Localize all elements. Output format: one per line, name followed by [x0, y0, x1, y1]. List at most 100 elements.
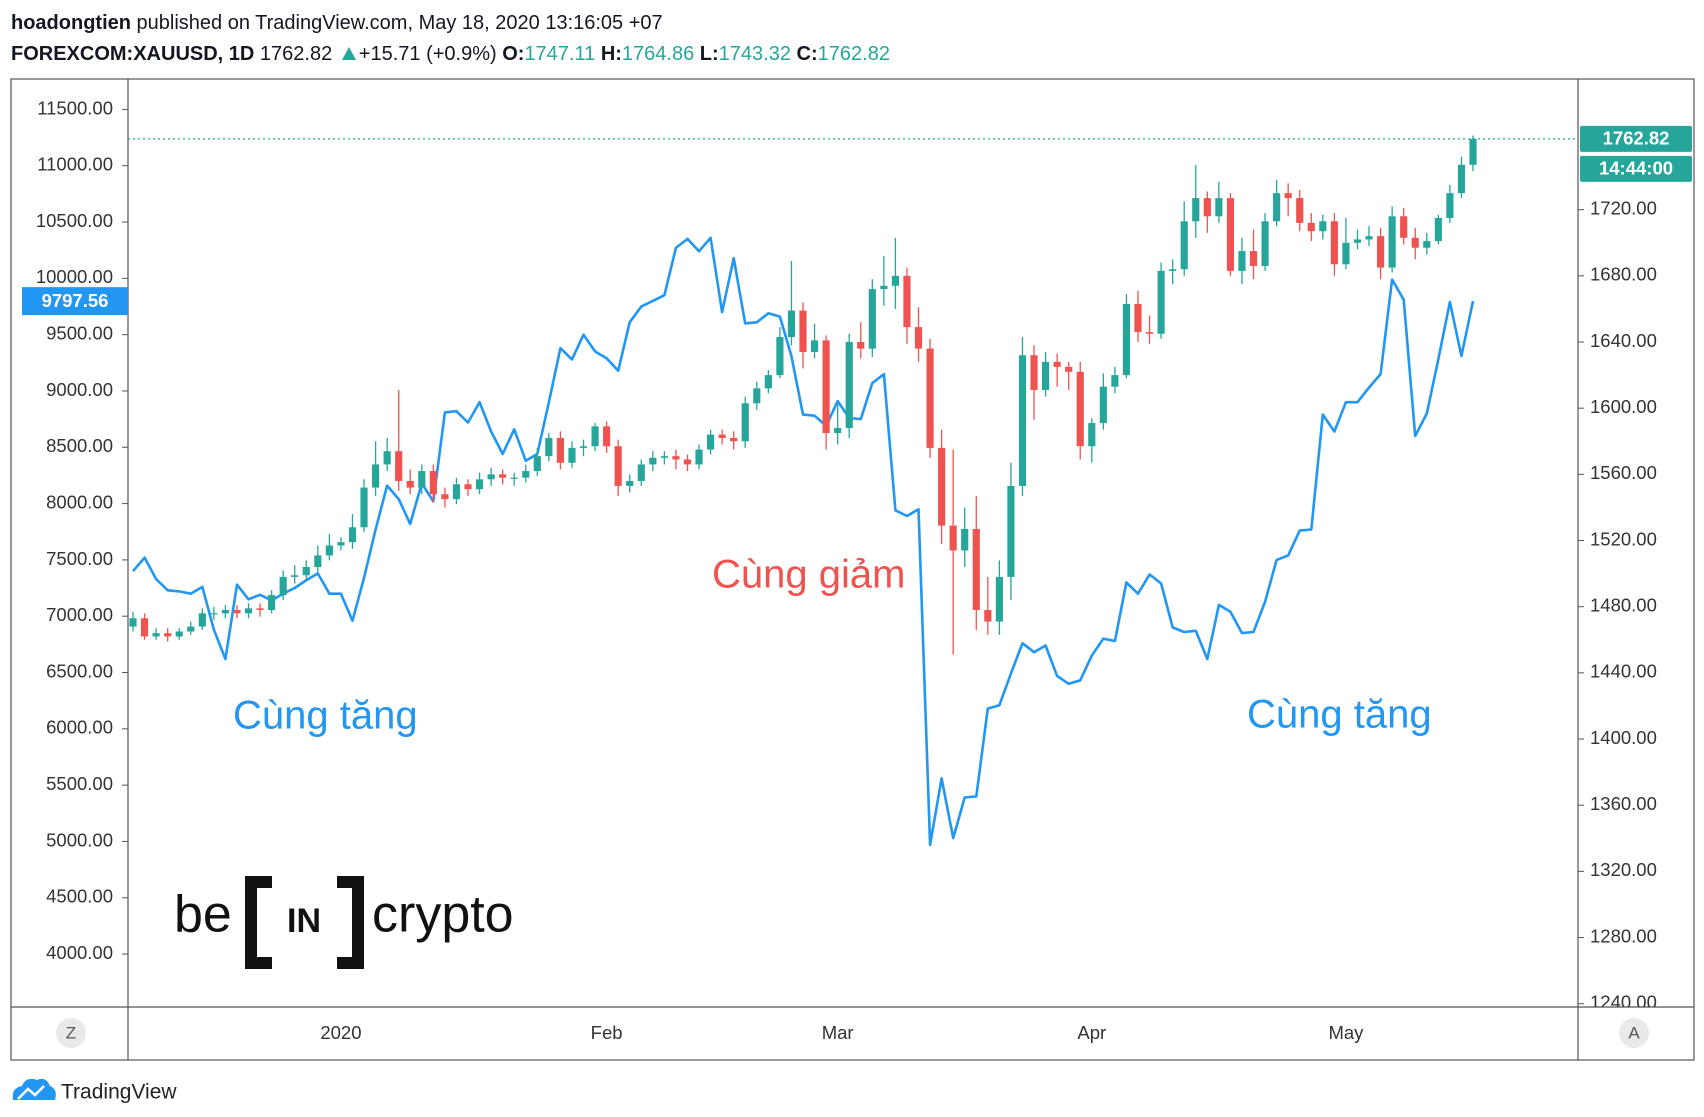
candle-body — [475, 479, 484, 490]
candle-body — [152, 633, 160, 637]
candle-body — [418, 471, 426, 488]
axes: 4000.00 4500.00 5000.00 5500.00 6000.00 6500.… — [22, 97, 1692, 1043]
candle-body — [464, 484, 472, 490]
candle-body — [753, 388, 761, 404]
candle-body — [1088, 423, 1096, 447]
candle-body — [360, 487, 368, 528]
candle-body — [1330, 221, 1338, 265]
annotation: Cùng tăng — [233, 694, 418, 738]
x-tick-label: Mar — [822, 1022, 854, 1043]
button-label[interactable]: A — [1628, 1023, 1640, 1042]
candle-body — [1457, 164, 1466, 194]
y-tick-label: 9500.00 — [46, 323, 113, 344]
y2-tick-label: 1320.00 — [1590, 859, 1657, 880]
y2-tick-label: 1280.00 — [1590, 925, 1657, 946]
candle-body — [1180, 221, 1188, 270]
candle-body — [1203, 198, 1211, 217]
candle-body — [949, 525, 957, 551]
author: hoadongtien — [11, 12, 131, 34]
candle-body — [1411, 237, 1419, 248]
y-tick-label: 4500.00 — [46, 886, 113, 907]
candle-body — [1111, 375, 1119, 387]
y-tick-label: 8000.00 — [46, 491, 113, 512]
candle-body — [510, 477, 518, 479]
candle-body — [452, 484, 461, 500]
x-tick-label: May — [1328, 1022, 1364, 1043]
candle-body — [545, 437, 553, 457]
candle-body — [707, 434, 715, 450]
y2-tick-label: 1520.00 — [1590, 528, 1657, 549]
button-bg[interactable] — [56, 1018, 86, 1048]
brand-name: TradingView — [61, 1081, 177, 1104]
y-tick-label: 9000.00 — [46, 379, 113, 400]
ohlc-value: 1743.32 — [718, 43, 791, 65]
x-tick-label: Feb — [591, 1022, 623, 1043]
candle-body — [1053, 361, 1061, 367]
candle-body — [903, 275, 911, 328]
brand-icon — [17, 1085, 45, 1100]
candle-body — [1469, 138, 1477, 165]
candle-body — [256, 608, 264, 610]
button-label[interactable]: Z — [66, 1023, 76, 1042]
candle-body — [1249, 251, 1258, 266]
candle-body — [695, 449, 703, 465]
countdown-label: 14:44:00 — [1599, 158, 1673, 179]
candle-body — [487, 474, 495, 480]
y-tick-label: 7000.00 — [46, 604, 113, 625]
last-value-box — [22, 287, 128, 316]
y2-tick-label: 1400.00 — [1590, 727, 1657, 748]
logo-bracket — [245, 876, 272, 969]
candle-body — [591, 426, 599, 447]
y-tick-label: 5000.00 — [46, 829, 113, 850]
candle-body — [164, 633, 172, 637]
zoom-button[interactable]: Z — [56, 1018, 86, 1048]
right-axis: 1240.00 1280.00 1320.00 1360.00 1400.00 1440.… — [1578, 198, 1657, 1013]
y-tick-label: 5500.00 — [46, 773, 113, 794]
candle-body — [1042, 361, 1050, 390]
candle-body — [672, 456, 680, 460]
candle-body — [1192, 198, 1200, 222]
candle-body — [799, 310, 807, 352]
ohlc-label: H: — [600, 43, 622, 65]
candle-body — [1400, 216, 1408, 238]
candle-body — [302, 566, 310, 576]
candle-body — [1157, 270, 1165, 334]
candle-body — [1307, 222, 1315, 232]
y-tick-label: 11000.00 — [37, 154, 113, 175]
candle-body — [787, 310, 796, 338]
y2-tick-label: 1480.00 — [1590, 595, 1657, 616]
candle-body — [291, 575, 299, 577]
annotation: Cùng giảm — [712, 553, 905, 597]
candle-body — [268, 595, 276, 610]
auto-button[interactable]: A — [1619, 1018, 1649, 1048]
candle-body — [683, 459, 692, 465]
candle-body — [1226, 198, 1234, 271]
candle-body — [383, 451, 391, 465]
last-price-label: 1762.82 — [1603, 128, 1670, 149]
candle-body — [314, 555, 322, 567]
candle-body — [891, 275, 899, 286]
plot-area: Cùng tăng Cùng giảm Cùng tăng — [128, 135, 1578, 847]
candle-body — [1030, 355, 1038, 390]
y-tick-label: 4000.00 — [46, 942, 113, 963]
y2-tick-label: 1240.00 — [1590, 992, 1657, 1013]
candle-body — [1353, 239, 1362, 243]
logo-text: crypto — [372, 886, 514, 944]
last-price-box — [1580, 125, 1692, 152]
y2-tick-label: 1440.00 — [1590, 661, 1657, 682]
candle-body — [499, 474, 507, 478]
candle-body — [395, 451, 403, 481]
header-line: hoadongtien published on TradingView.com… — [11, 8, 890, 39]
button-bg[interactable] — [1619, 1018, 1649, 1048]
up-arrow — [341, 47, 356, 60]
candle-body — [1365, 236, 1373, 240]
candle-body — [175, 631, 183, 637]
candle-body — [776, 337, 784, 376]
candle-body — [1076, 371, 1084, 447]
candle-body — [868, 289, 876, 349]
candle-body — [764, 375, 772, 389]
candle-body — [972, 528, 980, 610]
annotation: Cùng tăng — [1247, 693, 1432, 737]
tradingview-brand: TradingView — [12, 1078, 177, 1104]
ohlc-value: 1762.82 — [817, 43, 890, 65]
